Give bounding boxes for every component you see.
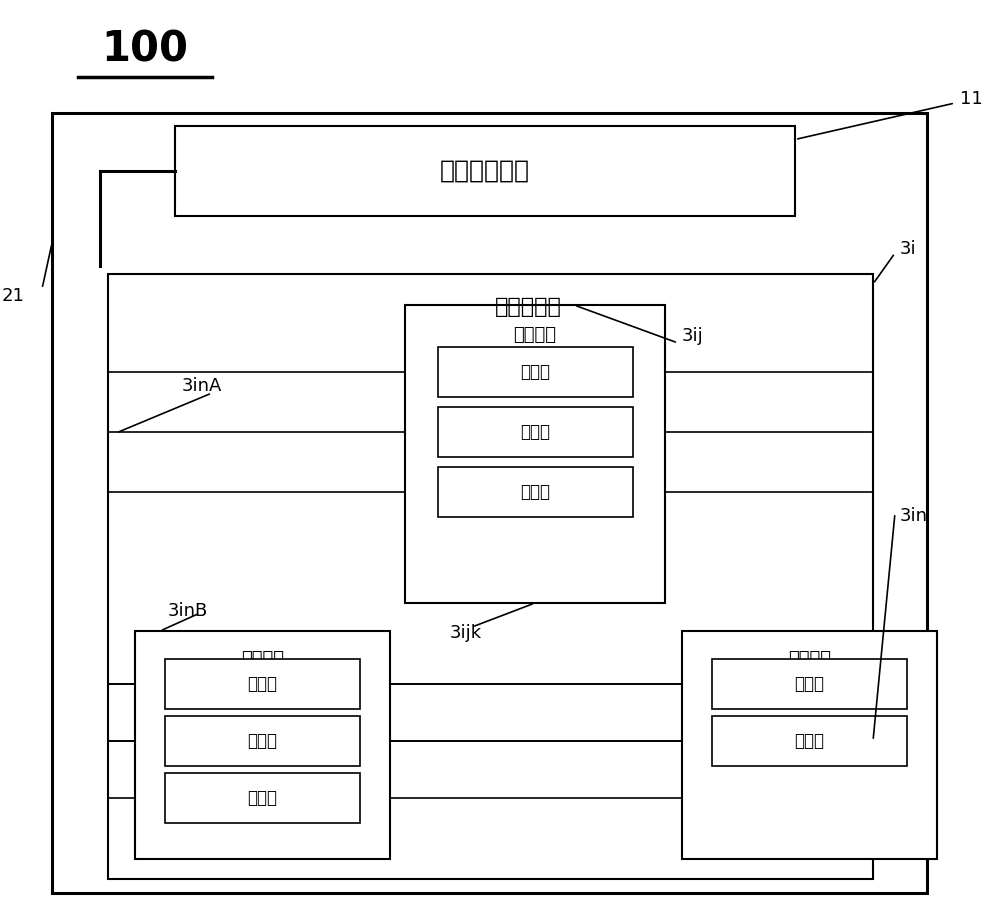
- Text: 11: 11: [960, 90, 983, 108]
- Bar: [682, 631, 937, 859]
- Text: 交换机: 交换机: [248, 732, 278, 750]
- Bar: [165, 773, 360, 823]
- Bar: [438, 407, 633, 457]
- Bar: [165, 716, 360, 766]
- Text: 3ijk: 3ijk: [450, 624, 482, 642]
- Text: 3i: 3i: [900, 240, 917, 258]
- Bar: [712, 716, 907, 766]
- Text: 信息节点: 信息节点: [241, 650, 284, 668]
- Bar: [135, 631, 390, 859]
- Bar: [52, 113, 927, 893]
- Bar: [438, 347, 633, 397]
- Text: 交换机: 交换机: [248, 789, 278, 807]
- Bar: [405, 305, 665, 603]
- Text: 交换机: 交换机: [520, 363, 550, 381]
- Text: 交换机: 交换机: [795, 675, 825, 693]
- Text: 交换机: 交换机: [248, 675, 278, 693]
- Text: 信息节点: 信息节点: [788, 650, 831, 668]
- Text: 信息节点: 信息节点: [514, 326, 556, 344]
- Text: 3inA: 3inA: [182, 377, 222, 395]
- Text: 信息节点组: 信息节点组: [495, 297, 562, 317]
- Text: 交换机: 交换机: [520, 423, 550, 441]
- Bar: [165, 659, 360, 709]
- Text: 交换机: 交换机: [520, 483, 550, 501]
- Text: 主核心交换机: 主核心交换机: [440, 159, 530, 183]
- Text: 3ij: 3ij: [682, 327, 704, 345]
- Bar: [712, 659, 907, 709]
- Text: 交换机: 交换机: [795, 732, 825, 750]
- Bar: [438, 467, 633, 517]
- Text: 21: 21: [2, 287, 25, 305]
- Bar: [108, 274, 873, 879]
- Text: 100: 100: [102, 28, 188, 70]
- Bar: [175, 126, 795, 216]
- Text: 3in: 3in: [900, 507, 928, 525]
- Text: 3inB: 3inB: [168, 602, 208, 620]
